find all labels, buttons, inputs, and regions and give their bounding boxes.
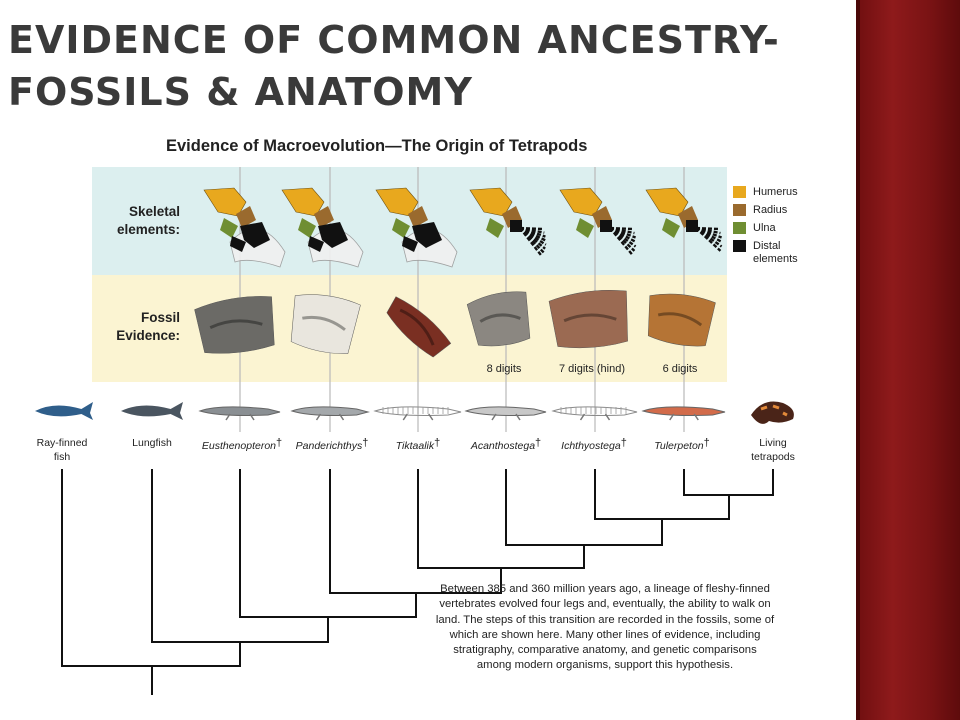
fossil-photo-4 (466, 291, 531, 347)
animal-silhouette-8 (641, 406, 726, 421)
skeletal-limb-2 (281, 187, 364, 268)
skeletal-limb-1 (203, 187, 286, 268)
animal-silhouette-4 (290, 406, 370, 421)
legend-swatch (733, 222, 746, 234)
animal-silhouette-1 (35, 402, 93, 420)
fossil-photo-5 (548, 289, 628, 349)
legend-swatch (733, 204, 746, 216)
row-label-skeletal: Skeletal elements: (116, 204, 180, 237)
taxon-label-ray-finned-fish: Ray-finned fish (36, 437, 88, 463)
slide-title-line-1: EVIDENCE OF COMMON ANCESTRY- (8, 18, 780, 62)
slide-title-line-2: FOSSILS & ANATOMY (8, 70, 473, 114)
animal-silhouettes (35, 401, 794, 424)
animal-silhouette-2 (121, 402, 183, 420)
legend-swatch (733, 240, 746, 252)
legend-item-distal: Distal elements (733, 240, 803, 266)
row-label-fossil: Fossil Evidence: (116, 310, 180, 343)
fossil-photo-3 (386, 296, 452, 358)
skeletal-limb-3 (375, 187, 458, 268)
taxon-label-lungfish: Lungfish (132, 437, 172, 449)
skeletal-limb-5 (559, 187, 637, 256)
digit-label-acanthostega: 8 digits (486, 363, 522, 375)
animal-silhouette-3 (198, 406, 281, 421)
skeletal-limb-4 (469, 187, 547, 257)
taxon-label-ichthyostega: Ichthyostega† (561, 437, 627, 452)
taxon-label-tulerpeton: Tulerpeton† (654, 437, 710, 452)
fossil-photo-1 (194, 296, 275, 354)
legend-item-humerus: Humerus (733, 186, 803, 199)
slide-side-band (856, 0, 960, 720)
figure-caption: Between 385 and 360 million years ago, a… (435, 583, 775, 672)
legend-swatch (733, 186, 746, 198)
legend: Humerus Radius Ulna Distal elements (733, 186, 803, 271)
fossil-photo-6 (647, 293, 716, 347)
slide-title: EVIDENCE OF COMMON ANCESTRY- FOSSILS & A… (8, 14, 780, 118)
legend-item-radius: Radius (733, 204, 803, 217)
skeletal-illustrations (203, 187, 723, 268)
taxon-label-living-tetrapods: Living tetrapods (751, 437, 795, 463)
fossil-photos (194, 289, 716, 358)
animal-silhouette-9 (751, 401, 794, 424)
fossil-photo-2 (290, 294, 361, 354)
legend-item-ulna: Ulna (733, 222, 803, 235)
taxon-label-eusthenopteron: Eusthenopteron† (201, 437, 283, 452)
taxon-label-panderichthys: Panderichthys† (295, 437, 369, 452)
animal-silhouette-6 (464, 406, 547, 421)
digit-label-ichthyostega: 7 digits (hind) (558, 363, 626, 375)
phylogenetic-tree (61, 469, 774, 695)
figure-title: Evidence of Macroevolution—The Origin of… (166, 137, 588, 155)
animal-silhouette-7 (551, 406, 638, 421)
taxon-label-tiktaalik: Tiktaalik† (395, 437, 441, 452)
animal-silhouette-5 (373, 406, 462, 421)
skeletal-limb-6 (645, 187, 723, 252)
digit-label-tulerpeton: 6 digits (662, 363, 698, 375)
taxon-label-acanthostega: Acanthostega† (470, 437, 542, 452)
